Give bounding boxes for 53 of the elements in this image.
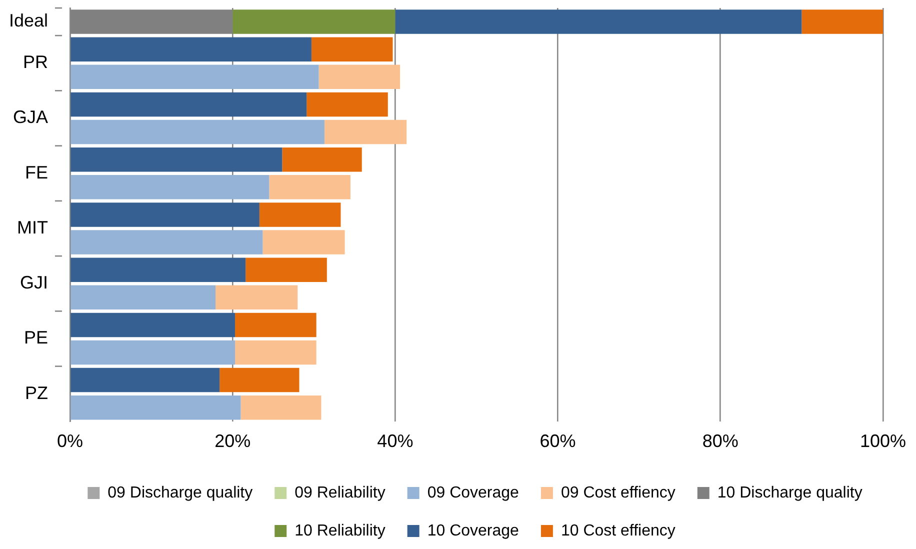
- bar: [70, 147, 282, 172]
- legend-label: 10 Reliability: [294, 522, 386, 540]
- bar: [70, 395, 241, 420]
- y-tick-label: GJA: [12, 107, 48, 128]
- legend-label: 09 Reliability: [294, 484, 386, 502]
- x-tick-label: 0%: [56, 431, 84, 452]
- bar: [216, 285, 298, 310]
- bar: [324, 120, 407, 144]
- y-tick-label: PE: [24, 328, 48, 348]
- y-tick-label: MIT: [17, 217, 48, 238]
- bar: [235, 312, 316, 338]
- x-tick-label: 40%: [377, 431, 414, 452]
- bar: [70, 37, 312, 62]
- legend-label: 10 Coverage: [427, 522, 520, 540]
- y-tick-label: FE: [24, 162, 48, 182]
- bar: [802, 10, 883, 34]
- bar: [70, 258, 246, 282]
- bar: [282, 147, 362, 172]
- y-tick-label: PR: [22, 52, 48, 72]
- bar: [70, 120, 324, 144]
- bar: [395, 10, 802, 34]
- y-tick-label: Ideal: [8, 10, 48, 31]
- bar: [311, 37, 393, 62]
- bar: [318, 64, 400, 90]
- bar: [220, 368, 300, 392]
- bar: [259, 202, 341, 227]
- bar: [232, 10, 396, 34]
- bar: [70, 285, 216, 310]
- bar: [246, 258, 327, 282]
- legend-label: 10 Cost effiency: [560, 522, 676, 540]
- bar: [70, 312, 236, 338]
- bar: [70, 230, 263, 254]
- x-tick-label: 80%: [702, 431, 738, 452]
- bar: [70, 64, 319, 90]
- bar: [269, 175, 350, 200]
- x-tick-label: 100%: [860, 431, 906, 452]
- bar: [70, 368, 220, 392]
- bar: [70, 175, 270, 200]
- x-tick-label: 60%: [540, 431, 576, 452]
- bar: [262, 230, 345, 254]
- y-tick-label: PZ: [24, 382, 48, 403]
- legend-label: 09 Discharge quality: [108, 484, 253, 502]
- bar: [306, 92, 388, 117]
- legend-label: 09 Coverage: [427, 484, 520, 502]
- bar: [70, 202, 260, 227]
- x-tick-label: 20%: [214, 431, 251, 452]
- bar: [70, 92, 307, 117]
- bar: [70, 340, 236, 365]
- bar: [240, 395, 322, 420]
- legend-label: 10 Discharge quality: [717, 484, 862, 502]
- bar: [235, 340, 316, 365]
- legend-label: 09 Cost effiency: [560, 484, 676, 502]
- y-tick-label: GJI: [20, 272, 48, 293]
